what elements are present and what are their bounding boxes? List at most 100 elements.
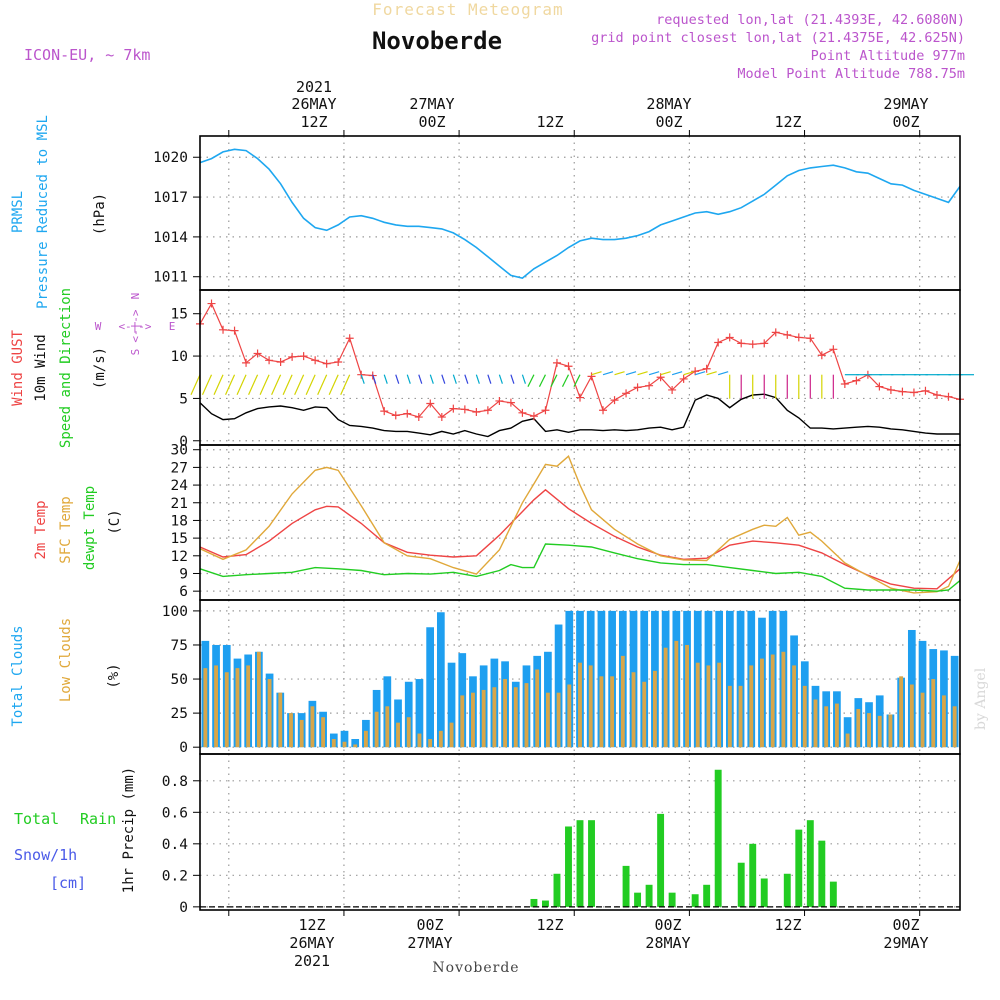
wind-direction-arrow [510, 374, 515, 384]
low-cloud-bar [770, 654, 775, 748]
wind-direction-arrow [694, 371, 706, 376]
wind-direction-arrow [614, 371, 625, 376]
panel-frame [199, 289, 961, 446]
rain-bar [806, 820, 814, 907]
low-cloud-bar [449, 722, 454, 748]
gust-point [426, 399, 435, 408]
bottom-time-label: 00Z [416, 916, 443, 934]
low-cloud-bar [353, 744, 358, 748]
low-cloud-bar [224, 672, 229, 748]
rain-bar [542, 900, 549, 907]
wind-direction-arrow [718, 371, 729, 376]
gust-point [737, 339, 746, 348]
low-cloud-bar [203, 668, 208, 748]
gust-point [311, 356, 320, 365]
low-cloud-bar [653, 670, 657, 748]
wind-direction-arrow [625, 371, 637, 376]
low-cloud-bar [567, 684, 572, 748]
low-cloud-bar [888, 714, 893, 748]
precip-unit: 1hr Precip (mm) [121, 767, 137, 893]
low-cloud-bar [406, 717, 411, 748]
model-label: ICON-EU, ~ 7km [24, 46, 150, 64]
gust-point [242, 358, 251, 367]
top-time-label: 00Z [418, 113, 445, 131]
gust-point [288, 352, 297, 361]
y-tick-label: 75 [171, 638, 188, 654]
y-tick-label: 27 [171, 460, 188, 476]
low-cloud-bar [931, 679, 936, 748]
low-cloud-bar [235, 668, 240, 748]
rain-bar [714, 769, 722, 907]
rain-bar [588, 820, 595, 907]
low-cloud-bar [695, 662, 700, 748]
wind-direction-arrow [441, 374, 446, 384]
low-cloud-bar [845, 733, 850, 748]
low-cloud-bar [396, 722, 400, 748]
gust-point [714, 338, 723, 347]
wind-direction-arrow [637, 371, 648, 376]
low-cloud-bar [781, 651, 786, 748]
wind-speed-line [199, 393, 960, 438]
low-cloud-bar [856, 709, 861, 748]
gust-point [783, 330, 792, 339]
low-cloud-bar [256, 651, 261, 748]
cloud-labels: Total Clouds Low Clouds (%) [10, 618, 122, 727]
low-cloud-bar [834, 703, 839, 748]
low-cloud-bar [663, 647, 668, 748]
bottom-time-label: 12Z [298, 916, 325, 934]
low-cloud-bar [717, 662, 722, 748]
rain-bar [565, 826, 572, 907]
gust-point [633, 383, 642, 392]
gust-point [265, 356, 274, 365]
wind-direction-arrow [550, 374, 558, 387]
y-tick-label: 1011 [153, 270, 188, 286]
low-cloud-bar [438, 730, 443, 748]
wind-direction-arrow [248, 374, 259, 395]
y-tick-label: 21 [171, 496, 188, 512]
low-cloud-bar [417, 733, 422, 748]
low-cloud-bar [588, 665, 593, 748]
y-tick-label: 5 [179, 391, 188, 407]
low-cloud-bar [899, 676, 904, 748]
rain-bar [818, 840, 826, 907]
low-cloud-label: Low Clouds [58, 618, 74, 702]
gust-point [748, 340, 757, 349]
total-cloud-bar [415, 679, 424, 748]
rain-bar [749, 843, 757, 907]
y-tick-label: 1014 [153, 230, 188, 246]
low-cloud-bar [374, 711, 379, 748]
super-title: Forecast Meteogram [372, 0, 563, 19]
compass-north: N [129, 293, 142, 300]
gust-point [668, 385, 677, 394]
rain-bar [645, 884, 653, 907]
bottom-time-label: 29MAY [883, 934, 928, 952]
low-cloud-bar [385, 706, 390, 748]
low-cloud-bar [749, 665, 754, 748]
grid-layer [200, 136, 960, 910]
wind-direction-arrow [201, 374, 213, 395]
wind-direction-arrow [561, 374, 570, 387]
gust-point [645, 381, 654, 390]
wind-direction-arrow [498, 374, 503, 384]
gust-point [322, 359, 331, 368]
gust-point [334, 357, 343, 366]
top-time-label: 00Z [655, 113, 682, 131]
bottom-time-label: 12Z [774, 916, 801, 934]
y-tick-label: 12 [171, 549, 188, 565]
low-cloud-bar [214, 665, 218, 748]
cloud-unit: (%) [106, 663, 122, 688]
wind-direction-arrow [648, 371, 660, 376]
low-cloud-bar [513, 687, 518, 748]
y-tick-label: 0.4 [162, 837, 188, 853]
gust-point [391, 411, 400, 420]
low-cloud-bar [535, 669, 540, 748]
low-cloud-bar [503, 679, 507, 748]
wind-direction-arrow [305, 374, 316, 395]
y-tick-label: 0.8 [162, 774, 188, 790]
y-tick-label: 10 [171, 349, 188, 365]
top-time-label: 2021 [296, 78, 332, 96]
wind-direction-arrow [213, 374, 224, 395]
total-cloud-bar [565, 610, 574, 748]
panel-frame [199, 444, 961, 601]
